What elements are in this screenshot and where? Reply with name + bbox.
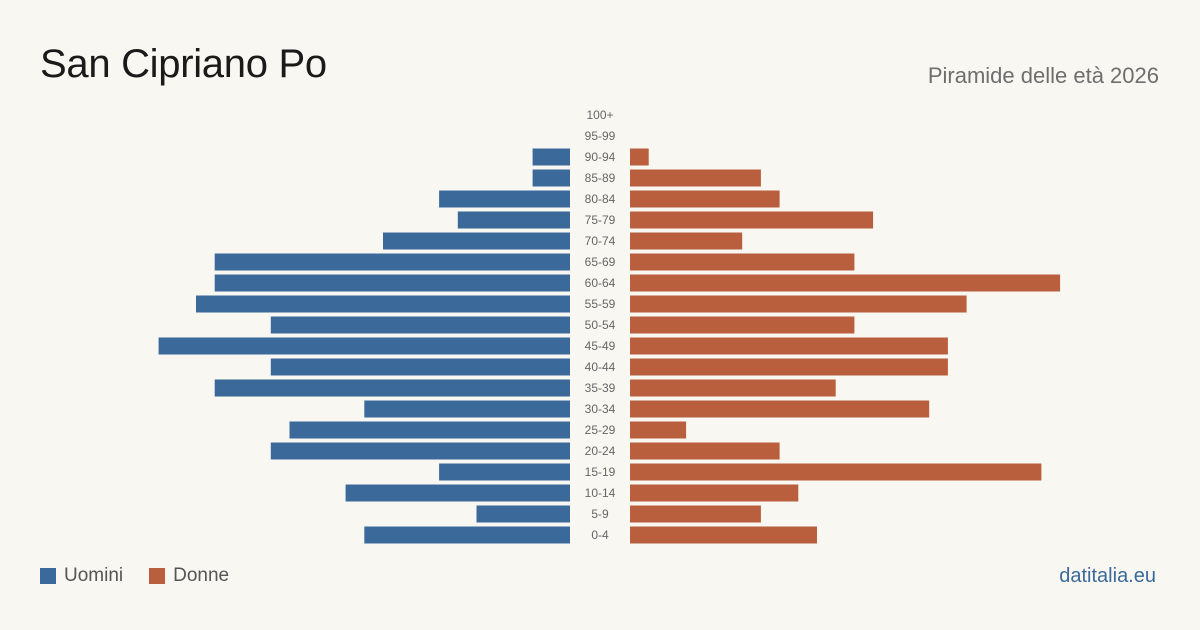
bar-men-5-9 xyxy=(476,505,570,523)
age-label-60-64: 60-64 xyxy=(585,276,616,290)
chart-subtitle: Piramide delle età 2026 xyxy=(927,63,1159,88)
bar-women-30-34 xyxy=(630,400,930,418)
legend-item-men: Uomini xyxy=(40,565,123,587)
bar-women-45-49 xyxy=(630,337,948,355)
age-label-50-54: 50-54 xyxy=(585,318,616,332)
bar-women-90-94 xyxy=(630,148,649,166)
age-label-20-24: 20-24 xyxy=(585,444,616,458)
bar-women-55-59 xyxy=(630,295,967,313)
bar-women-0-4 xyxy=(630,526,817,544)
age-label-35-39: 35-39 xyxy=(585,381,616,395)
age-label-95-99: 95-99 xyxy=(585,129,616,143)
bar-men-45-49 xyxy=(158,337,570,355)
bar-men-60-64 xyxy=(214,274,570,292)
age-label-90-94: 90-94 xyxy=(585,150,616,164)
chart-title: San Cipriano Po xyxy=(40,42,327,86)
bar-women-70-74 xyxy=(630,232,743,250)
bar-women-85-89 xyxy=(630,169,761,187)
age-label-15-19: 15-19 xyxy=(585,465,616,479)
bar-women-20-24 xyxy=(630,442,780,460)
age-label-75-79: 75-79 xyxy=(585,213,616,227)
age-label-5-9: 5-9 xyxy=(591,507,609,521)
bar-women-60-64 xyxy=(630,274,1061,292)
bar-women-65-69 xyxy=(630,253,855,271)
brand-link[interactable]: datitalia.eu xyxy=(1059,565,1156,587)
bar-men-65-69 xyxy=(214,253,570,271)
bar-men-85-89 xyxy=(532,169,570,187)
bar-women-25-29 xyxy=(630,421,687,439)
bar-men-80-84 xyxy=(439,190,570,208)
bar-men-50-54 xyxy=(270,316,570,334)
age-label-10-14: 10-14 xyxy=(585,486,616,500)
bar-women-80-84 xyxy=(630,190,780,208)
legend-item-women: Donne xyxy=(149,565,229,587)
bar-women-40-44 xyxy=(630,358,948,376)
bar-women-35-39 xyxy=(630,379,836,397)
age-label-65-69: 65-69 xyxy=(585,255,616,269)
bar-men-55-59 xyxy=(196,295,570,313)
age-label-100+: 100+ xyxy=(586,108,613,122)
legend-swatch-men xyxy=(40,568,56,584)
bar-men-10-14 xyxy=(345,484,570,502)
bar-men-40-44 xyxy=(270,358,570,376)
age-label-85-89: 85-89 xyxy=(585,171,616,185)
age-label-55-59: 55-59 xyxy=(585,297,616,311)
bar-men-30-34 xyxy=(364,400,570,418)
age-label-45-49: 45-49 xyxy=(585,339,616,353)
age-label-80-84: 80-84 xyxy=(585,192,616,206)
age-label-70-74: 70-74 xyxy=(585,234,616,248)
bar-women-10-14 xyxy=(630,484,799,502)
legend-swatch-women xyxy=(149,568,166,584)
age-label-25-29: 25-29 xyxy=(585,423,616,437)
legend: Uomini Donne xyxy=(40,565,229,587)
bar-men-20-24 xyxy=(270,442,570,460)
age-label-40-44: 40-44 xyxy=(585,360,616,374)
bar-men-35-39 xyxy=(214,379,570,397)
legend-label-men: Uomini xyxy=(64,565,124,586)
bar-women-75-79 xyxy=(630,211,874,229)
bar-men-75-79 xyxy=(457,211,570,229)
bar-women-15-19 xyxy=(630,463,1042,481)
bar-men-90-94 xyxy=(532,148,570,166)
age-label-0-4: 0-4 xyxy=(591,528,609,542)
bar-men-0-4 xyxy=(364,526,570,544)
bar-men-70-74 xyxy=(383,232,570,250)
legend-label-women: Donne xyxy=(173,565,230,586)
bar-women-5-9 xyxy=(630,505,761,523)
age-label-30-34: 30-34 xyxy=(585,402,616,416)
bar-men-25-29 xyxy=(289,421,570,439)
bar-men-15-19 xyxy=(439,463,570,481)
bar-women-50-54 xyxy=(630,316,855,334)
